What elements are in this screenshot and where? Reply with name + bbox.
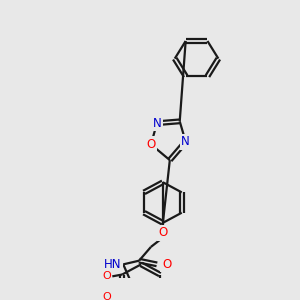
Text: HN: HN	[104, 258, 121, 271]
Text: N: N	[153, 117, 161, 130]
Text: O: O	[162, 258, 171, 271]
Text: O: O	[158, 226, 167, 239]
Text: N: N	[181, 135, 190, 148]
Text: O: O	[102, 292, 111, 300]
Text: O: O	[146, 138, 156, 151]
Text: O: O	[102, 272, 111, 281]
